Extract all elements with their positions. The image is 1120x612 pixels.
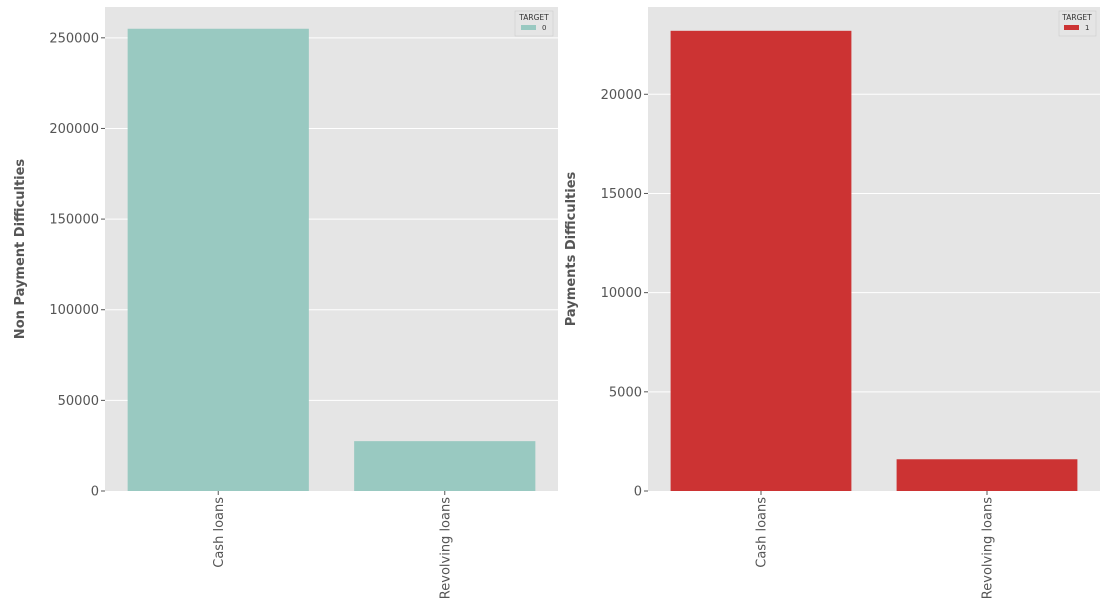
y-tick-label: 100000 [49, 303, 99, 318]
y-tick-label: 5000 [609, 385, 642, 400]
y-tick-label: 200000 [49, 122, 99, 137]
legend-swatch [521, 25, 536, 30]
x-tick-label: Cash loans [212, 497, 227, 568]
y-tick-label: 15000 [601, 187, 642, 202]
x-tick-label: Revolving loans [981, 497, 996, 599]
bars [127, 28, 536, 492]
x-axis-ticks: Cash loans Revolving loans [212, 491, 453, 599]
x-axis-ticks: Cash loans Revolving loans [755, 491, 996, 599]
y-tick-label: 150000 [49, 213, 99, 228]
legend: TARGET 1 [1058, 10, 1097, 37]
y-tick-label: 0 [634, 485, 642, 500]
legend-box [514, 10, 554, 37]
bar-revolving-loans [354, 441, 536, 491]
bars [670, 30, 1078, 491]
bar-revolving-loans [896, 459, 1078, 491]
legend-box [1058, 10, 1097, 37]
legend-title: TARGET [518, 13, 549, 22]
y-axis-ticks: 0 5000 10000 15000 20000 [601, 88, 648, 500]
y-tick-label: 0 [91, 485, 99, 500]
legend-swatch [1064, 25, 1079, 30]
y-tick-label: 50000 [58, 394, 99, 409]
y-tick-label: 250000 [49, 31, 99, 46]
chart-payments-difficulties: 0 5000 10000 15000 20000 Cash loans Revolving… [564, 7, 1100, 599]
legend-label: 1 [1085, 24, 1089, 32]
y-axis-label: Payments Difficulties [564, 171, 579, 326]
y-axis-ticks: 0 50000 100000 150000 200000 250000 [49, 31, 105, 500]
legend-label: 0 [542, 24, 546, 32]
chart-non-payment-difficulties: 0 50000 100000 150000 200000 250000 Cash loan… [13, 7, 558, 599]
bar-cash-loans [127, 28, 309, 492]
x-tick-label: Revolving loans [438, 497, 453, 599]
bar-cash-loans [670, 30, 852, 491]
legend-title: TARGET [1061, 13, 1092, 22]
y-tick-label: 20000 [601, 88, 642, 103]
x-tick-label: Cash loans [755, 497, 770, 568]
y-axis-label: Non Payment Difficulties [13, 159, 28, 340]
legend: TARGET 0 [514, 10, 554, 37]
y-tick-label: 10000 [601, 286, 642, 301]
